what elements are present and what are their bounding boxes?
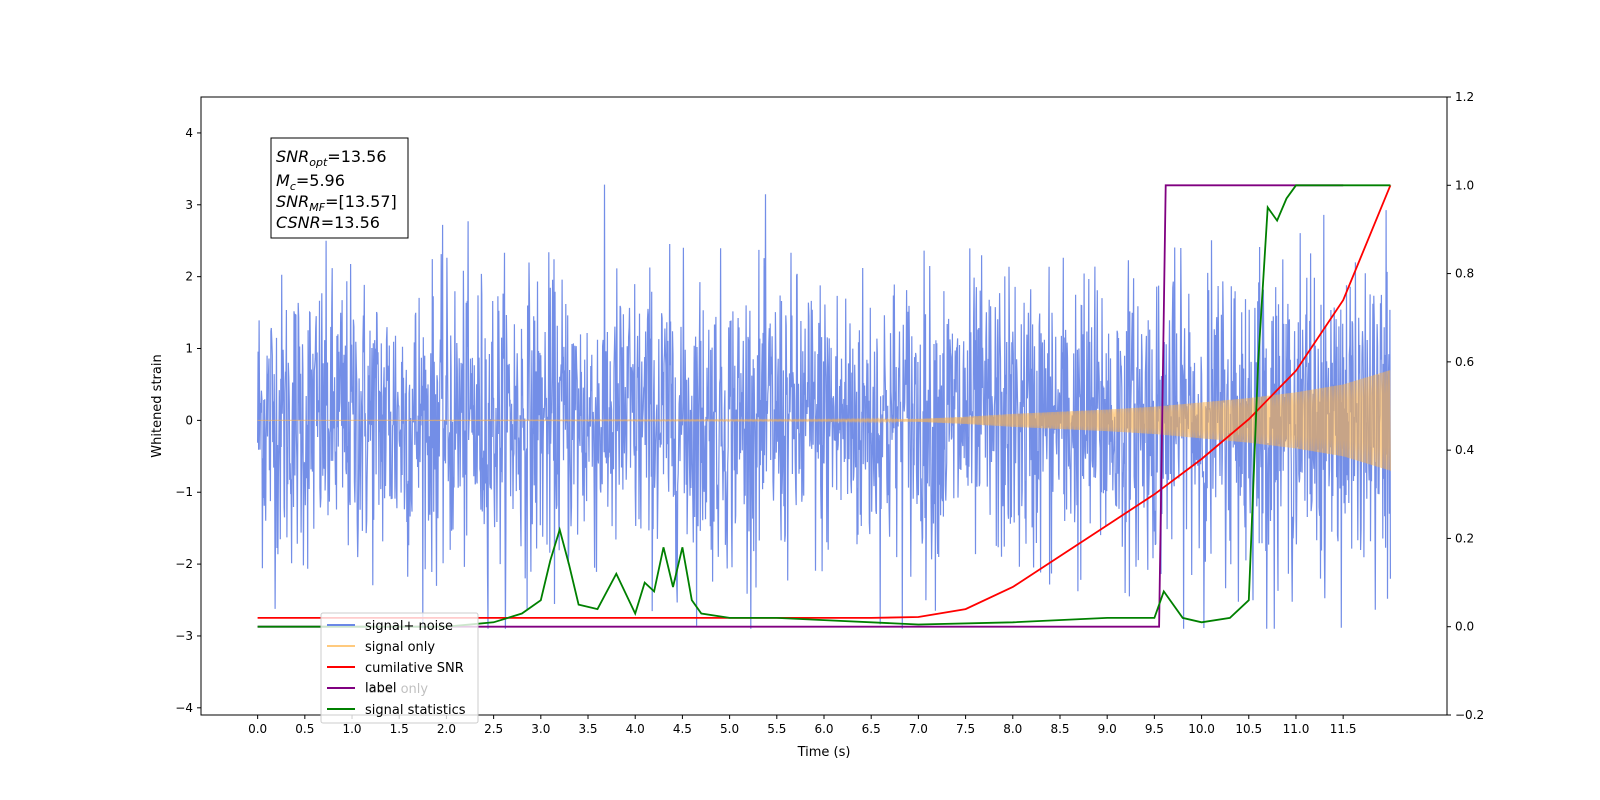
x-tick-label: 5.0 — [720, 722, 739, 736]
y2-tick-label: 1.0 — [1455, 178, 1474, 192]
y-tick-label: 2 — [185, 270, 193, 284]
y2-tick-label: 0.8 — [1455, 267, 1474, 281]
x-tick-label: 11.0 — [1283, 722, 1310, 736]
legend-label-signal-statistics: signal statistics — [365, 703, 466, 718]
annotation-box: SNRopt=13.56 Mc=5.96 SNRMF=[13.57] CSNR=… — [270, 137, 409, 239]
y2-tick-label: 1.2 — [1455, 90, 1474, 104]
x-tick-label: 7.0 — [909, 722, 928, 736]
x-tick-label: 8.5 — [1050, 722, 1069, 736]
y-axis-label: Whitened strain — [150, 354, 165, 457]
series-label — [257, 184, 1344, 628]
y-tick-label: 0 — [185, 413, 193, 427]
series-signal-only — [257, 370, 1391, 471]
x-tick-label: 3.0 — [531, 722, 550, 736]
x-tick-label: 0.5 — [295, 722, 314, 736]
ticks: 0.0 0.5 1.0 1.5 2.0 2.5 3.0 3.5 4.0 4.5 5.0 5.5 6.0 6… — [175, 90, 1484, 736]
x-axis-label: Time (s) — [797, 745, 851, 760]
x-tick-label: 8.0 — [1003, 722, 1022, 736]
x-tick-label: 4.5 — [673, 722, 692, 736]
series-cumulative-snr — [257, 184, 1392, 619]
y-tick-label: −3 — [175, 629, 193, 643]
y-tick-label: −4 — [175, 701, 193, 715]
x-tick-label: 3.5 — [578, 722, 597, 736]
x-tick-label: 11.5 — [1330, 722, 1357, 736]
annotation-snr-mf: SNRMF=[13.57] — [276, 192, 397, 214]
annotation-mc: Mc=5.96 — [276, 171, 345, 193]
legend-label-signal-only: signal only — [365, 640, 435, 655]
x-tick-label: 4.0 — [626, 722, 645, 736]
x-tick-label: 0.0 — [248, 722, 267, 736]
legend-frame — [320, 612, 479, 724]
y-tick-label: −2 — [175, 557, 193, 571]
y-tick-label: 4 — [185, 126, 193, 140]
x-tick-label: 9.5 — [1145, 722, 1164, 736]
y2-tick-label: 0.6 — [1455, 355, 1474, 369]
series-signal-noise — [257, 184, 1391, 629]
legend-label-cumulative-snr: cumilative SNR — [365, 661, 464, 676]
x-tick-label: 2.5 — [484, 722, 503, 736]
x-tick-label: 2.0 — [437, 722, 456, 736]
x-tick-label: 1.0 — [342, 722, 361, 736]
y2-tick-label: −0.2 — [1455, 708, 1484, 722]
plot-area — [257, 184, 1392, 629]
annotation-csnr: CSNR=13.56 — [276, 213, 380, 232]
x-tick-label: 6.0 — [814, 722, 833, 736]
y2-tick-label: 0.4 — [1455, 443, 1474, 457]
y-tick-label: −1 — [175, 485, 193, 499]
x-tick-label: 10.0 — [1188, 722, 1215, 736]
x-tick-label: 9.0 — [1098, 722, 1117, 736]
y-tick-label: 3 — [185, 198, 193, 212]
y-tick-label: 1 — [185, 342, 193, 356]
x-tick-label: 10.5 — [1235, 722, 1262, 736]
x-tick-label: 6.5 — [862, 722, 881, 736]
series-signal-statistics — [257, 184, 1391, 628]
annotation-snr-opt: SNRopt=13.56 — [276, 147, 387, 169]
annotation-frame — [270, 137, 409, 239]
legend: signal+ noise signal only cumilative SNR… — [320, 612, 479, 724]
legend-label-label: label — [365, 681, 396, 696]
x-tick-label: 5.5 — [767, 722, 786, 736]
x-tick-label: 1.5 — [390, 722, 409, 736]
legend-label-label-only-ghost: label only — [365, 682, 428, 697]
y2-tick-label: 0.0 — [1455, 620, 1474, 634]
legend-label-signal-noise: signal+ noise — [365, 619, 453, 634]
x-tick-label: 7.5 — [956, 722, 975, 736]
y2-tick-label: 0.2 — [1455, 531, 1474, 545]
